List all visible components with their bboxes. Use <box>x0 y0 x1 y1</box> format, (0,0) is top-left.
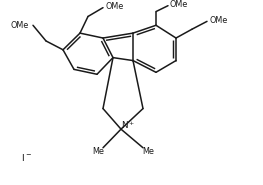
Text: OMe: OMe <box>105 2 123 11</box>
Text: N$^+$: N$^+$ <box>121 119 135 131</box>
Text: OMe: OMe <box>11 21 29 30</box>
Text: OMe: OMe <box>170 0 188 9</box>
Text: I$^-$: I$^-$ <box>22 152 33 163</box>
Text: Me: Me <box>92 147 104 156</box>
Text: OMe: OMe <box>209 16 227 25</box>
Text: Me: Me <box>142 147 154 156</box>
